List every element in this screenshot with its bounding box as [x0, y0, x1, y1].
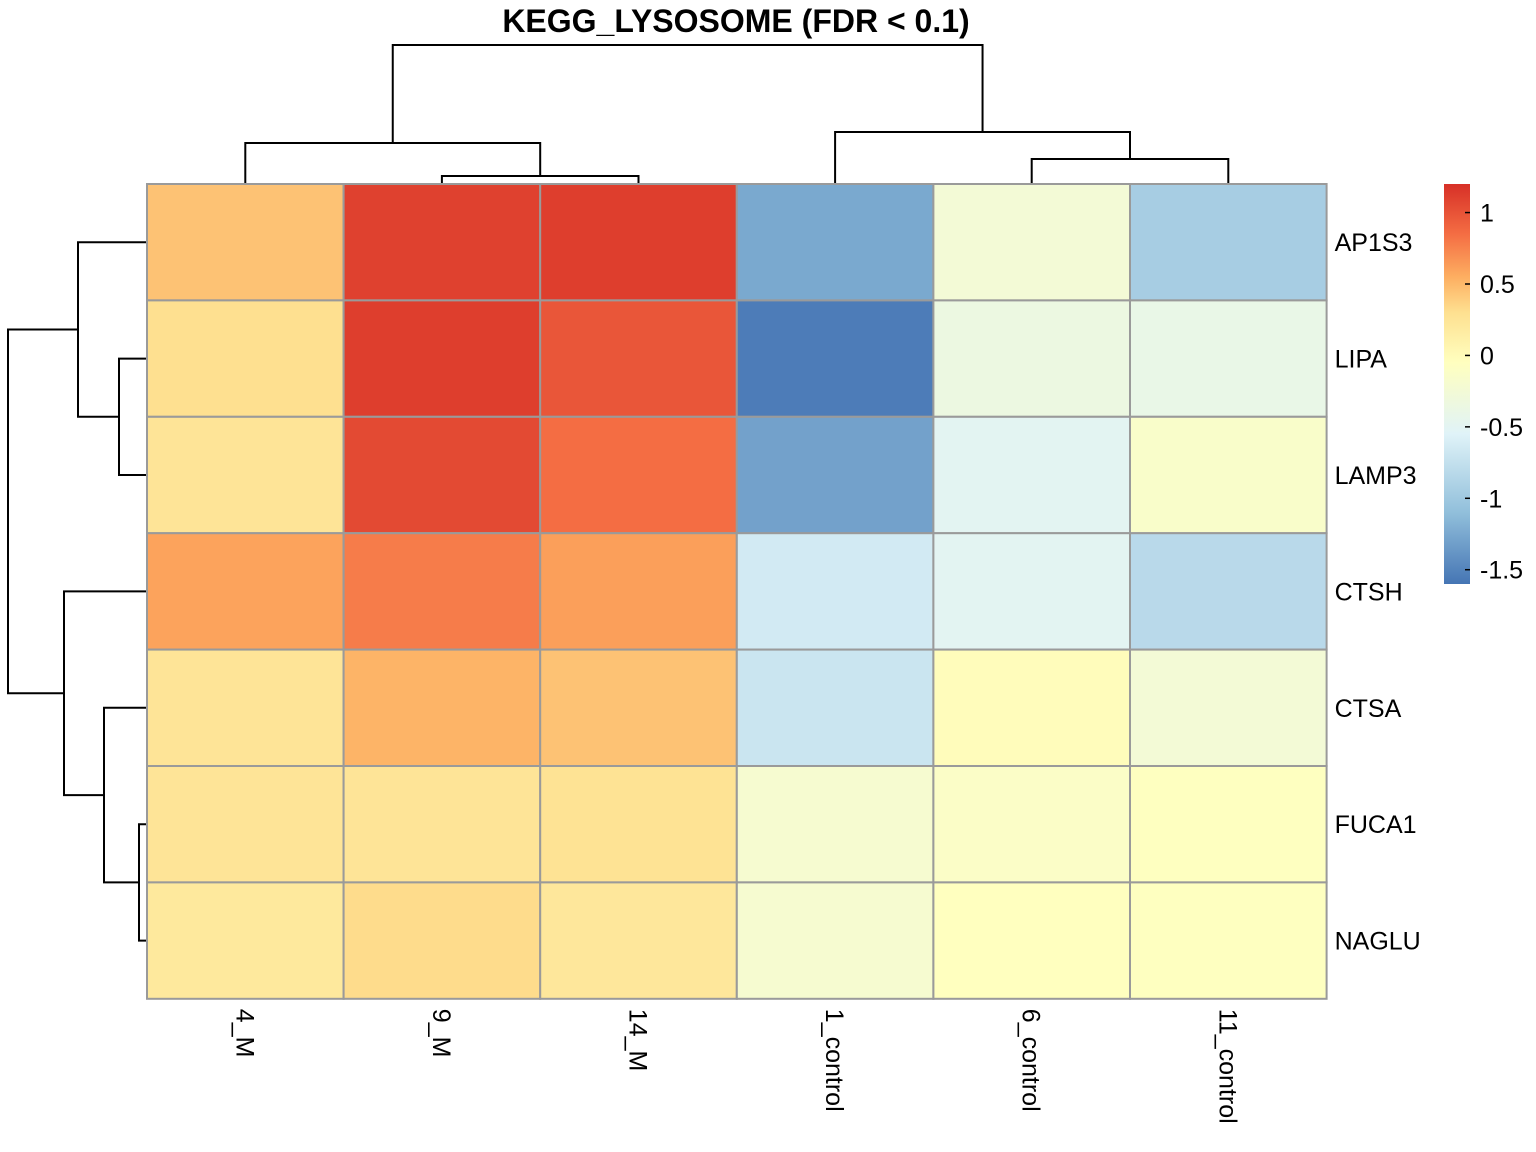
legend-color-bar: [1444, 184, 1470, 584]
heatmap-cell-NAGLU-6_control: [932, 881, 1132, 1000]
heatmap-cell-FUCA1-9_M: [342, 765, 542, 884]
column-label: 1_control: [820, 1009, 848, 1112]
heatmap-cell-AP1S3-4_M: [146, 183, 345, 302]
heatmap-cell-LIPA-6_control: [932, 299, 1132, 418]
legend-tick-label: -0.5: [1480, 414, 1523, 442]
row-label: FUCA1: [1335, 811, 1417, 839]
column-label: 14_M: [624, 1009, 652, 1072]
heatmap-cell-LAMP3-1_control: [735, 415, 935, 535]
column-labels: 4_M 9_M 14_M 1_control 6_control 11_control: [230, 1009, 1241, 1124]
row-labels: AP1S3 LIPA LAMP3 CTSH CTSA FUCA1 NAGLU: [1335, 229, 1421, 955]
column-dendrogram: [244, 44, 1230, 184]
heatmap-cell-FUCA1-4_M: [146, 765, 345, 884]
heatmap-cell-AP1S3-6_control: [932, 183, 1132, 302]
heatmap-cell-CTSH-1_control: [735, 532, 935, 651]
heatmap-cell-CTSH-11_control: [1129, 532, 1328, 651]
color-legend: 1 0.5 0 -0.5 -1 -1.5: [1444, 184, 1523, 585]
heatmap-cell-NAGLU-11_control: [1129, 881, 1328, 1000]
heatmap-cell-CTSA-6_control: [932, 648, 1132, 767]
heatmap-cell-LAMP3-9_M: [342, 415, 542, 535]
column-label: 6_control: [1017, 1009, 1045, 1112]
heatmap-cell-LAMP3-4_M: [146, 415, 345, 535]
chart-title: KEGG_LYSOSOME (FDR < 0.1): [502, 3, 969, 39]
heatmap-cell-NAGLU-4_M: [146, 881, 345, 1000]
legend-tick-label: 0: [1480, 342, 1494, 370]
heatmap-cell-LIPA-1_control: [735, 299, 935, 418]
heatmap-cell-LIPA-4_M: [146, 299, 345, 418]
dendrogram-branch: [7, 328, 78, 695]
row-label: AP1S3: [1335, 229, 1413, 257]
row-label: NAGLU: [1335, 928, 1421, 956]
legend-tick-label: 0.5: [1480, 271, 1515, 299]
dendrogram-branch: [63, 590, 147, 797]
row-label: LAMP3: [1335, 462, 1417, 490]
heatmap-cell-CTSH-6_control: [932, 532, 1132, 651]
row-dendrogram: [7, 241, 147, 942]
heatmap-cell-LIPA-11_control: [1129, 299, 1328, 418]
heatmap-cell-AP1S3-9_M: [342, 183, 542, 302]
dendrogram-branch: [244, 142, 542, 184]
heatmap-cell-NAGLU-1_control: [735, 881, 935, 1000]
heatmap-cell-CTSH-9_M: [342, 532, 542, 651]
heatmap-cell-AP1S3-11_control: [1129, 183, 1328, 302]
heatmap-cell-LIPA-14_M: [539, 299, 738, 418]
heatmap-cell-CTSA-9_M: [342, 648, 542, 767]
heatmap-cell-NAGLU-14_M: [539, 881, 738, 1000]
heatmap-cell-AP1S3-14_M: [539, 183, 738, 302]
heatmap-cell-CTSA-11_control: [1129, 648, 1328, 767]
heatmap-cell-NAGLU-9_M: [342, 881, 542, 1000]
heatmap-cell-CTSA-14_M: [539, 648, 738, 767]
dendrogram-branch: [1030, 158, 1230, 184]
heatmap-cell-LIPA-9_M: [342, 299, 542, 418]
heatmap-cell-CTSH-14_M: [539, 532, 738, 651]
heatmap-cell-CTSA-1_control: [735, 648, 935, 767]
column-label: 11_control: [1213, 1009, 1241, 1124]
legend-tick-label: -1: [1480, 485, 1502, 513]
heatmap-cell-AP1S3-1_control: [735, 183, 935, 302]
dendrogram-branch: [118, 357, 147, 476]
dendrogram-branch: [103, 706, 147, 884]
dendrogram-branch: [138, 823, 147, 942]
heatmap-cell-LAMP3-6_control: [932, 415, 1132, 535]
legend-tick-label: 1: [1480, 200, 1494, 228]
dendrogram-branch: [391, 44, 984, 143]
column-label: 9_M: [427, 1009, 455, 1058]
row-label: CTSH: [1335, 578, 1403, 606]
heatmap-cell-FUCA1-1_control: [735, 765, 935, 884]
dendrogram-branch: [77, 241, 147, 418]
row-label: LIPA: [1335, 346, 1388, 374]
legend-tick-label: -1.5: [1480, 557, 1523, 585]
dendrogram-branch: [440, 175, 640, 184]
heatmap-cell-FUCA1-11_control: [1129, 765, 1328, 884]
heatmap-cells: [146, 183, 1328, 1000]
heatmap-cell-LAMP3-11_control: [1129, 415, 1328, 535]
heatmap-cell-CTSH-4_M: [146, 532, 345, 651]
heatmap-cell-FUCA1-14_M: [539, 765, 738, 884]
heatmap-cell-CTSA-4_M: [146, 648, 345, 767]
heatmap-cell-FUCA1-6_control: [932, 765, 1132, 884]
heatmap-cell-LAMP3-14_M: [539, 415, 738, 535]
column-label: 4_M: [230, 1009, 258, 1058]
row-label: CTSA: [1335, 695, 1402, 723]
